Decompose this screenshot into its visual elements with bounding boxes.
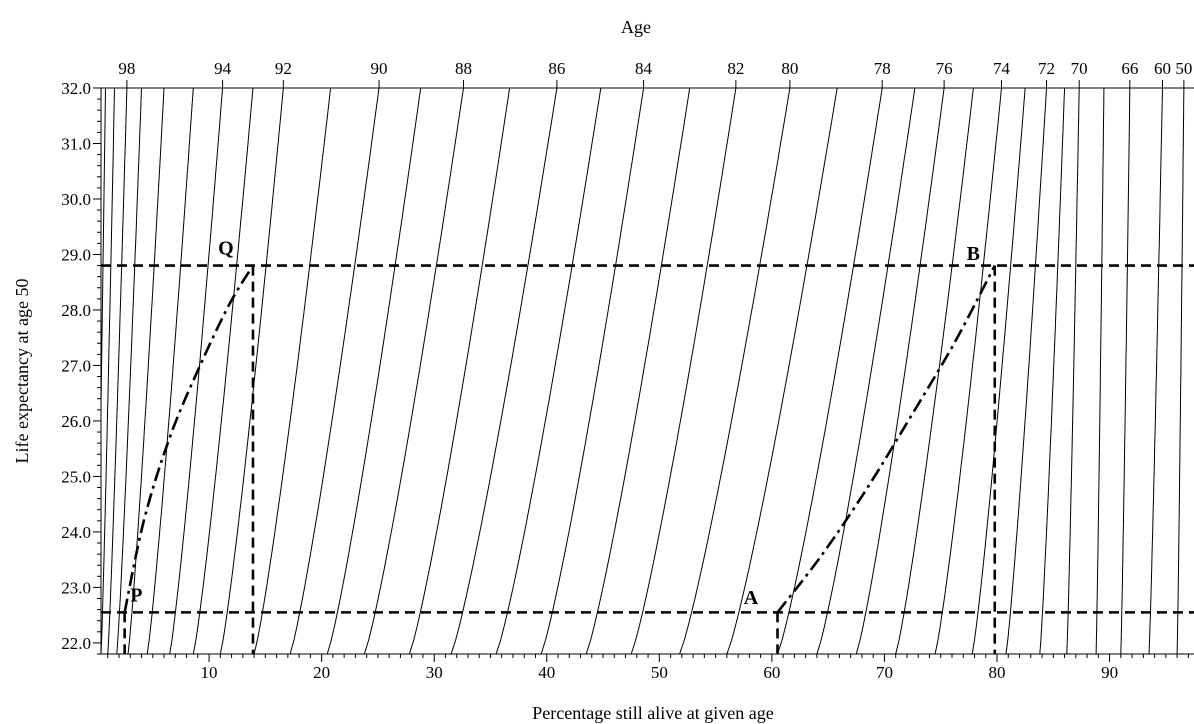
point-label-q: Q — [218, 237, 234, 259]
isoline-8 — [219, 88, 284, 654]
point-label-b: B — [967, 243, 980, 265]
isoline-17 — [585, 88, 691, 654]
isoline-29 — [1066, 88, 1080, 654]
isoline-30 — [1095, 88, 1105, 654]
isoline-22 — [816, 88, 916, 654]
y-tick-label: 23.0 — [61, 578, 91, 597]
y-tick-label: 28.0 — [61, 301, 91, 320]
y-tick-label: 24.0 — [61, 523, 91, 542]
top-tick-label: 80 — [781, 59, 798, 78]
point-labels: P Q A B — [130, 237, 980, 609]
y-tick-label: 26.0 — [61, 412, 91, 431]
y-tick-label: 32.0 — [61, 79, 91, 98]
isoline-4 — [127, 88, 165, 654]
isoline-19 — [679, 88, 791, 654]
isoline-11 — [326, 88, 422, 654]
top-tick-label: 94 — [214, 59, 232, 78]
x-tick-label: 30 — [426, 663, 443, 682]
y-axis-title: Life expectancy at age 50 — [12, 279, 32, 464]
isoline-14 — [450, 88, 558, 654]
top-tick-label: 88 — [455, 59, 472, 78]
isoline-1 — [101, 88, 115, 654]
x-tick-label: 10 — [201, 663, 218, 682]
top-tick-label: 78 — [874, 59, 891, 78]
x-axis-title: Percentage still alive at given age — [532, 703, 773, 723]
isoline-31 — [1120, 88, 1131, 654]
isoline-13 — [408, 88, 511, 654]
x-tick-label: 50 — [651, 663, 668, 682]
top-tick-label: 86 — [548, 59, 565, 78]
x-tick-label: 60 — [763, 663, 780, 682]
y-tick-label: 30.0 — [61, 190, 91, 209]
y-tick-label: 31.0 — [61, 134, 91, 153]
isoline-33 — [1176, 88, 1185, 654]
isoline-9 — [253, 88, 332, 654]
point-label-a: A — [744, 587, 759, 609]
isoline-28 — [1039, 88, 1066, 654]
top-tick-label: 66 — [1121, 59, 1138, 78]
y-tick-label: 25.0 — [61, 467, 91, 486]
isoline-16 — [540, 88, 645, 654]
y-tick-label: 29.0 — [61, 245, 91, 264]
isoline-20 — [726, 88, 838, 654]
y-tick-label: 22.0 — [61, 634, 91, 653]
point-label-p: P — [130, 584, 142, 606]
isoline-5 — [146, 88, 194, 654]
top-tick-label: 82 — [727, 59, 744, 78]
top-tick-label: 60 — [1154, 59, 1171, 78]
isoline-7 — [192, 88, 254, 654]
isoline-27 — [1005, 88, 1047, 654]
y-tick-label: 27.0 — [61, 356, 91, 375]
isoline-25 — [934, 88, 1002, 654]
top-tick-label: 74 — [993, 59, 1011, 78]
isoline-3 — [116, 88, 142, 654]
top-axis-title: Age — [621, 17, 651, 37]
isoline-18 — [630, 88, 737, 654]
x-tick-label: 40 — [538, 663, 555, 682]
top-tick-label: 98 — [118, 59, 135, 78]
isoline-23 — [855, 88, 945, 654]
path-a-b — [776, 264, 996, 614]
age-isolines — [101, 88, 1185, 654]
isoline-12 — [363, 88, 464, 654]
isoline-32 — [1148, 88, 1163, 654]
x-tick-label: 70 — [876, 663, 893, 682]
top-tick-label: 84 — [635, 59, 653, 78]
x-tick-label: 20 — [313, 663, 330, 682]
top-tick-label: 92 — [275, 59, 292, 78]
top-tick-label: 90 — [371, 59, 388, 78]
top-tick-label: 72 — [1038, 59, 1055, 78]
top-tick-label: 76 — [936, 59, 953, 78]
axes: 22.0 23.0 24.0 25.0 26.0 27.0 28.0 29.0 30.0 31.0… — [61, 79, 1194, 682]
isoline-21 — [777, 88, 883, 654]
isoline-6 — [169, 88, 224, 654]
isoline-24 — [895, 88, 974, 654]
x-tick-label: 90 — [1101, 663, 1118, 682]
path-p-q — [123, 264, 255, 613]
reference-lines — [101, 264, 1194, 654]
isoline-15 — [495, 88, 602, 654]
trajectory-paths — [123, 264, 996, 614]
isoline-10 — [289, 88, 380, 654]
top-tick-label: 70 — [1071, 59, 1088, 78]
isoline-26 — [971, 88, 1026, 654]
x-tick-label: 80 — [989, 663, 1006, 682]
isoline-2 — [107, 88, 128, 654]
top-tick-label: 50 — [1175, 59, 1192, 78]
top-age-ticks: 98 94 92 90 88 86 84 82 80 78 76 74 72 70 66 60 50 — [118, 59, 1192, 88]
